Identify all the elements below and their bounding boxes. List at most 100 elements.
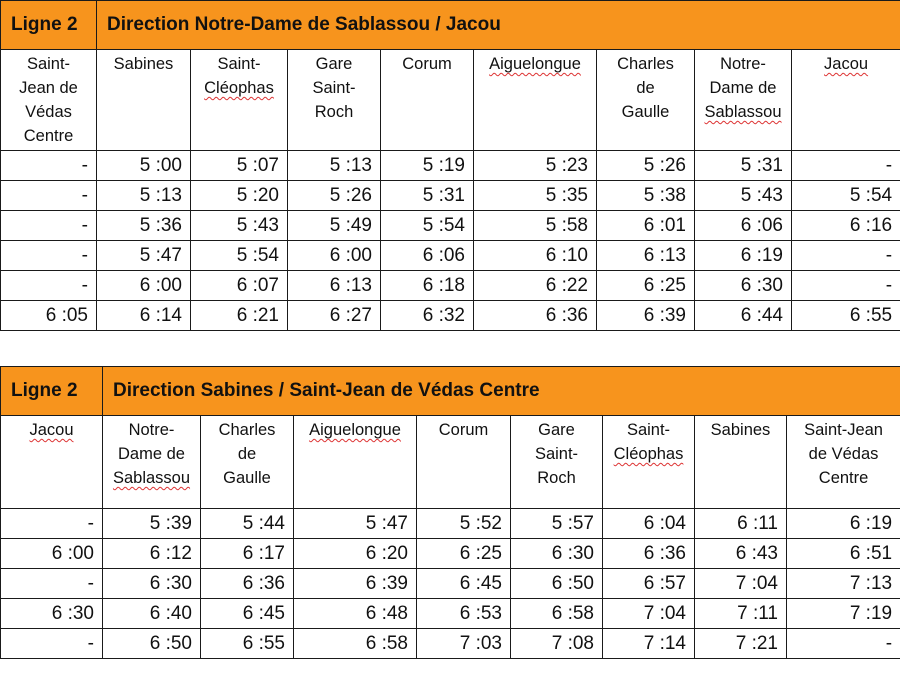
departure-time: 7 :04 [694, 568, 787, 599]
departure-time: 5 :57 [510, 508, 603, 539]
station-name-line: Corum [402, 55, 452, 73]
departure-time: - [790, 270, 900, 301]
departure-time: 6 :39 [596, 300, 695, 331]
departure-time: 6 :17 [200, 538, 294, 569]
departure-time: 6 :30 [0, 598, 103, 629]
departure-time: 6 :04 [602, 508, 695, 539]
departure-time: 7 :03 [416, 628, 511, 659]
departure-time: 6 :00 [96, 270, 191, 301]
departure-time: 6 :19 [694, 240, 792, 271]
station-name: Aiguelongue [293, 415, 417, 509]
departure-time: 7 :08 [510, 628, 603, 659]
station-name-line: Cléophas [204, 79, 274, 97]
departure-time: 7 :11 [694, 598, 787, 629]
station-name-line: Védas [25, 103, 72, 121]
departure-time: 6 :22 [473, 270, 597, 301]
departure-time: 6 :51 [785, 538, 900, 569]
station-name-line: Saint- [217, 55, 261, 73]
departure-time: - [0, 568, 103, 599]
station-name-line: Jacou [824, 55, 869, 73]
departure-time: 5 :00 [96, 150, 191, 181]
station-name: Gare Saint- Roch [510, 415, 603, 509]
departure-time: 6 :36 [200, 568, 294, 599]
line-label: Ligne 2 [0, 366, 103, 416]
departure-time: 6 :32 [380, 300, 474, 331]
departure-time: - [790, 240, 900, 271]
station-name-line: Aiguelongue [309, 421, 401, 439]
departure-time: 5 :54 [190, 240, 288, 271]
departure-time: 6 :11 [694, 508, 787, 539]
departure-time: 5 :39 [102, 508, 201, 539]
station-name-line: Centre [23, 127, 74, 145]
departure-time: 6 :16 [790, 210, 900, 241]
timetable-body: Ligne 2 Direction Sabines / Saint-Jean d… [0, 366, 900, 659]
table-row: -5 :36 5 :43 5 :49 5 :54 5 :58 6 :01 6 :06 6 :1… [0, 210, 900, 241]
table-row: 6 :30 6 :40 6 :45 6 :48 6 :53 6 :58 7 :04 7 :11… [0, 598, 900, 629]
departure-time: 5 :54 [380, 210, 474, 241]
timetable-header-row: Ligne 2 Direction Sabines / Saint-Jean d… [0, 366, 900, 416]
departure-time: - [0, 150, 97, 181]
departure-time: 5 :20 [190, 180, 288, 211]
station-name: Corum [380, 49, 474, 151]
departure-time: 6 :50 [102, 628, 201, 659]
departure-time: 6 :39 [293, 568, 417, 599]
station-name-line: Gaulle [223, 469, 271, 487]
departure-time: 6 :30 [694, 270, 792, 301]
timetable-direction-sabines-saint-jean: Ligne 2 Direction Sabines / Saint-Jean d… [0, 366, 900, 659]
station-name-line: de Védas [808, 445, 879, 463]
station-name-line: Dame de [118, 445, 185, 463]
departure-time: 6 :53 [416, 598, 511, 629]
departure-time: 7 :13 [785, 568, 900, 599]
station-name-line: Gaulle [621, 103, 670, 121]
station-names-row: Saint- Jean de Védas Centre Sabines Saint- Clé… [0, 49, 900, 151]
departure-time: 6 :58 [510, 598, 603, 629]
departure-time: 6 :19 [785, 508, 900, 539]
table-row: -5 :00 5 :07 5 :13 5 :19 5 :23 5 :26 5 :31- [0, 150, 900, 181]
station-name-line: Notre- [720, 55, 766, 73]
departure-time: - [0, 240, 97, 271]
station-name-line: Dame de [709, 79, 777, 97]
departure-time: 6 :06 [380, 240, 474, 271]
departure-time: 7 :14 [602, 628, 695, 659]
departure-time: 5 :19 [380, 150, 474, 181]
timetable-header-row: Ligne 2 Direction Notre-Dame de Sablasso… [0, 0, 900, 50]
departure-time: 5 :58 [473, 210, 597, 241]
departure-time: 5 :43 [190, 210, 288, 241]
timetable-direction-sablassou-jacou: Ligne 2 Direction Notre-Dame de Sablasso… [0, 0, 900, 331]
station-name-line: Saint- [26, 55, 71, 73]
departure-time: 6 :06 [694, 210, 792, 241]
station-name-line: Gare [538, 421, 575, 439]
departure-time: 5 :31 [380, 180, 474, 211]
departure-time: 6 :13 [287, 270, 381, 301]
departure-time: - [0, 270, 97, 301]
departure-time: 6 :25 [416, 538, 511, 569]
departure-time: 5 :54 [790, 180, 900, 211]
station-name-line: Roch [314, 103, 354, 121]
departure-time: 5 :23 [473, 150, 597, 181]
departure-time: 6 :30 [102, 568, 201, 599]
station-name-line: Saint- [626, 421, 671, 439]
departure-time: 6 :12 [102, 538, 201, 569]
departure-time: 6 :58 [293, 628, 417, 659]
station-name-line: Sablassou [112, 469, 191, 487]
departure-time: - [785, 628, 900, 659]
station-name-line: Roch [537, 469, 576, 487]
table-row: -5 :13 5 :20 5 :26 5 :31 5 :35 5 :38 5 :43 5 :5… [0, 180, 900, 211]
station-names-row: Jacou Notre- Dame de Sablassou Charles de Gaul… [0, 415, 900, 509]
station-name-line: Notre- [128, 421, 175, 439]
departure-time: - [0, 508, 103, 539]
station-name-line: Sabines [710, 421, 771, 439]
departure-time: 6 :36 [473, 300, 597, 331]
departure-time: 6 :43 [694, 538, 787, 569]
direction-title: Direction Notre-Dame de Sablassou / Jaco… [95, 0, 900, 50]
station-name: Jacou [0, 415, 103, 509]
station-name-line: Jacou [29, 421, 74, 439]
departure-time: 6 :00 [0, 538, 103, 569]
departure-time: 6 :00 [287, 240, 381, 271]
station-name-line: Jean de [19, 79, 78, 97]
station-name: Corum [416, 415, 511, 509]
line-label: Ligne 2 [0, 0, 97, 50]
station-name-line: Saint-Jean [804, 421, 883, 439]
departure-time: - [0, 210, 97, 241]
table-row: -6 :00 6 :07 6 :13 6 :18 6 :22 6 :25 6 :30- [0, 270, 900, 301]
